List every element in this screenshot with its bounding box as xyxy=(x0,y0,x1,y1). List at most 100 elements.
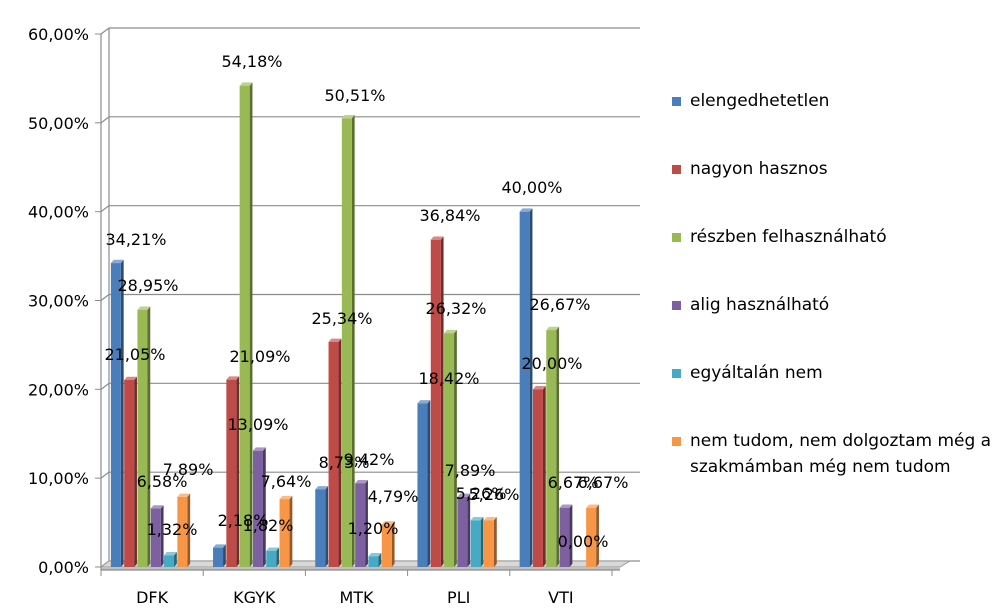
bar xyxy=(328,338,342,567)
data-label: 36,84% xyxy=(419,206,480,225)
bar-top xyxy=(532,386,546,390)
data-label: 1,82% xyxy=(243,516,294,535)
bar-top xyxy=(150,505,164,509)
bar-side xyxy=(236,376,240,567)
bar-side xyxy=(569,504,573,567)
legend-label: egyáltalán nem xyxy=(690,363,823,383)
legend-item: egyáltalán nem xyxy=(672,360,1002,428)
data-label: 5,26% xyxy=(469,485,520,504)
data-label: 1,20% xyxy=(348,519,399,538)
bar xyxy=(417,400,431,567)
bar-top xyxy=(315,486,329,490)
data-label: 21,09% xyxy=(229,347,290,366)
bar-top xyxy=(586,504,599,508)
data-label: 7,89% xyxy=(445,461,496,480)
bar-front xyxy=(110,263,121,567)
bar-side xyxy=(556,326,560,567)
data-label: 18,42% xyxy=(418,369,479,388)
bar-top xyxy=(266,547,280,551)
bar-front xyxy=(444,333,455,567)
bar-side xyxy=(187,493,191,567)
data-label: 7,64% xyxy=(261,472,312,491)
data-label: 50,51% xyxy=(324,86,385,105)
legend-label: részben felhasználható xyxy=(690,227,887,247)
bar-side xyxy=(147,306,151,567)
bar-top xyxy=(137,306,151,310)
data-label: 5,26% xyxy=(456,484,507,503)
x-tick-label: PLI xyxy=(447,588,470,607)
data-label: 54,18% xyxy=(221,52,282,71)
data-label: 20,00% xyxy=(521,354,582,373)
bar-front xyxy=(124,380,135,567)
bar-side xyxy=(276,547,280,567)
bar-side xyxy=(365,480,368,567)
bar-side xyxy=(249,82,253,567)
bar-top xyxy=(368,553,382,557)
axis-layer: 0,00% 10,00% 20,00% 30,00% 40,00% 50,00% 60,00… xyxy=(28,25,632,607)
bar-side xyxy=(262,447,266,567)
bar-side xyxy=(467,493,471,567)
bar-front xyxy=(239,85,250,568)
data-label: 1,32% xyxy=(147,520,198,539)
y-tick-label: 20,00% xyxy=(28,380,89,399)
y-tick-label: 50,00% xyxy=(28,114,89,133)
bar-front xyxy=(252,450,263,567)
legend-item: nagyon hasznos xyxy=(672,156,1002,224)
bar-front xyxy=(315,489,326,567)
gridline-side xyxy=(100,294,110,301)
bar-front xyxy=(177,496,188,567)
bar-top xyxy=(164,551,177,556)
bar xyxy=(177,493,191,567)
bar-side xyxy=(120,259,124,567)
bar xyxy=(546,326,560,567)
bar-front xyxy=(279,499,290,567)
bar-front xyxy=(586,507,597,567)
bar-top xyxy=(239,82,253,86)
data-label: 26,32% xyxy=(425,299,486,318)
data-label: 9,42% xyxy=(344,450,395,469)
data-label: 40,00% xyxy=(501,178,562,197)
bar-side xyxy=(351,115,355,567)
x-tick-label: MTK xyxy=(339,588,374,607)
bar xyxy=(279,495,293,567)
data-label: 6,67% xyxy=(578,473,629,492)
bar xyxy=(532,386,546,567)
bar-side xyxy=(338,338,342,567)
bar-top xyxy=(213,544,226,548)
bar-top xyxy=(519,208,533,212)
bar xyxy=(470,516,484,567)
y-tick-label: 60,00% xyxy=(28,25,89,44)
bar-side xyxy=(596,504,599,567)
y-tick-label: 10,00% xyxy=(28,469,89,488)
bar-side xyxy=(480,516,484,567)
bar-top xyxy=(444,329,457,334)
bar-top xyxy=(177,493,191,497)
legend-item: részben felhasználható xyxy=(672,224,1002,292)
chart-legend: elengedhetetlen nagyon hasznos részben f… xyxy=(672,88,1002,496)
y-tick-label: 0,00% xyxy=(38,558,89,577)
data-label: 6,58% xyxy=(137,472,188,491)
bar xyxy=(226,376,240,567)
bar-top xyxy=(417,400,431,404)
legend-label: elengedhetetlen xyxy=(690,91,830,111)
x-tick-label: DFK xyxy=(136,588,169,607)
gridline-side xyxy=(100,205,110,213)
bar xyxy=(368,553,382,567)
legend-item: nem tudom, nem dolgoztam még a szakmámba… xyxy=(672,428,1002,496)
y-tick-label: 30,00% xyxy=(28,292,89,311)
bar-side xyxy=(391,521,395,567)
bar xyxy=(381,521,395,567)
x-tick-label: KGYK xyxy=(233,588,276,607)
bar-front xyxy=(355,483,366,567)
bar xyxy=(519,208,533,567)
bar-side xyxy=(289,495,293,567)
data-label: 0,00% xyxy=(558,532,609,551)
legend-swatch xyxy=(672,233,681,242)
bar-top xyxy=(457,493,471,497)
bar xyxy=(559,504,573,567)
bar xyxy=(239,82,253,568)
bar-top xyxy=(470,516,484,521)
bar-front xyxy=(417,403,428,567)
label-layer: 34,21% 2,18% 8,73% 18,42% 40,00% 21,05% 21,09%… xyxy=(104,52,628,551)
